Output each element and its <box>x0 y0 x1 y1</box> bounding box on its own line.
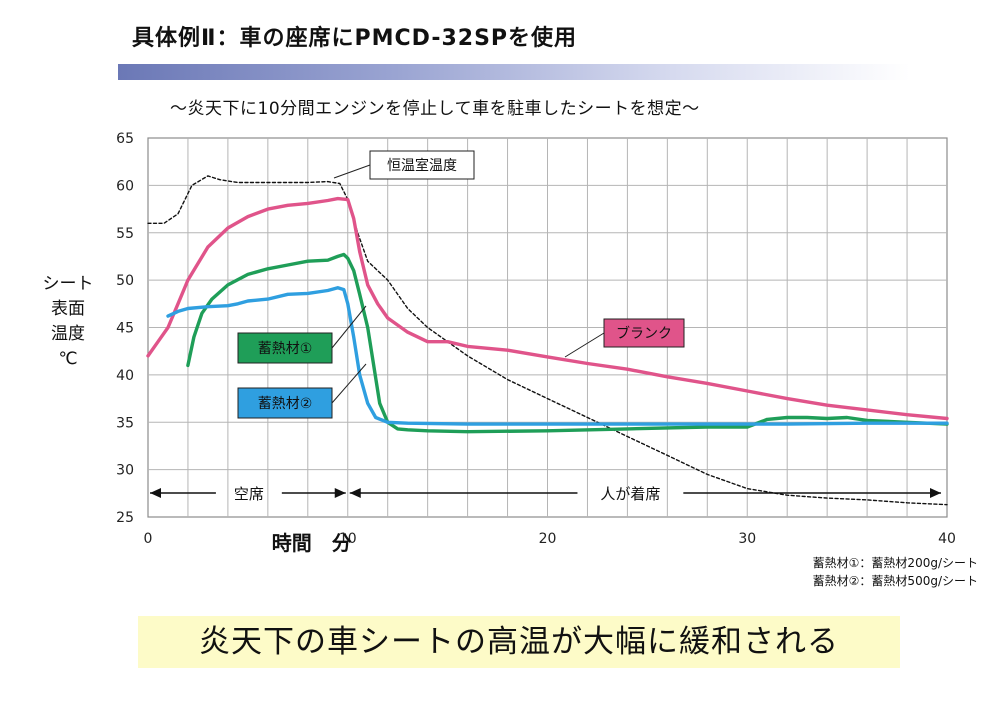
y-axis-label-line: シート <box>42 274 94 294</box>
x-tick-label: 0 <box>144 531 153 547</box>
room-temp-label-box <box>369 150 475 180</box>
pcm2-label-box <box>237 387 333 419</box>
note-pcm1: 蓄熱材①：蓄熱材200g/シート <box>812 556 978 570</box>
series-room-temp <box>147 175 948 506</box>
y-tick-label: 60 <box>116 178 134 194</box>
blank-label-box <box>603 318 685 348</box>
pcm1-label: 蓄熱材① <box>237 305 367 364</box>
legend-notes: 蓄熱材①：蓄熱材200g/シート 蓄熱材②：蓄熱材500g/シート <box>813 554 978 590</box>
y-tick-label: 50 <box>116 273 134 289</box>
blank-label-text: ブランク <box>616 325 672 342</box>
conclusion-banner: 炎天下の車シートの高温が大幅に緩和される <box>138 616 900 668</box>
y-tick-label: 45 <box>116 321 134 337</box>
x-tick-label: 30 <box>738 531 756 547</box>
arrowhead <box>334 488 346 498</box>
series-pcm1 <box>186 252 949 434</box>
arrowhead <box>150 488 161 498</box>
title-accent-band <box>118 64 910 80</box>
chart-grid <box>147 137 948 518</box>
y-tick-label: 65 <box>116 131 134 147</box>
y-tick-label: 30 <box>116 463 134 479</box>
room-temp-label-text: 恒温室温度 <box>387 157 457 174</box>
page-title: 具体例Ⅱ：車の座席にPMCD-32SPを使用 <box>132 26 578 51</box>
pcm2-label-leader <box>331 363 367 404</box>
x-tick-label: 10 <box>339 531 357 547</box>
room-temp-label-leader <box>333 164 371 179</box>
series-lines <box>146 175 949 506</box>
phase-empty-label: 空席 <box>234 485 264 503</box>
x-tick-label: 40 <box>938 531 956 547</box>
arrowhead <box>349 488 361 498</box>
arrowhead <box>930 488 942 498</box>
room-temp-label: 恒温室温度 <box>333 150 475 180</box>
blank-label: ブランク <box>564 318 685 358</box>
series-blank <box>146 196 949 421</box>
series-pcm2 <box>166 286 949 426</box>
y-axis-label: シート 表面 温度 ℃ <box>40 272 96 372</box>
blank-label-leader <box>564 332 605 358</box>
y-tick-label: 40 <box>116 368 134 384</box>
y-tick-label: 35 <box>116 415 134 431</box>
y-axis-label-line: 温度 <box>51 324 85 344</box>
y-tick-label: 55 <box>116 226 134 242</box>
y-axis-label-line: 表面 <box>51 299 85 319</box>
note-pcm2: 蓄熱材②：蓄熱材500g/シート <box>812 574 978 588</box>
x-axis-label: 時間 分 <box>272 531 352 555</box>
pcm2-label-text: 蓄熱材② <box>258 396 313 412</box>
chart-subtitle: ～炎天下に10分間エンジンを停止して車を駐車したシートを想定～ <box>170 99 700 119</box>
pcm2-label: 蓄熱材② <box>237 363 367 419</box>
axis-ticks: 25 30 35 40 45 50 55 60 65 0 10 20 30 40 時間 分 <box>116 131 956 555</box>
pcm1-label-box <box>237 332 333 364</box>
pcm1-label-leader <box>331 305 367 349</box>
phase-arrows: 空席 人が着席 <box>150 485 942 503</box>
y-tick-label: 25 <box>116 510 134 526</box>
pcm1-label-text: 蓄熱材① <box>258 341 313 357</box>
x-tick-label: 20 <box>539 531 557 547</box>
phase-seated-label: 人が着席 <box>600 485 660 503</box>
temperature-chart: 25 30 35 40 45 50 55 60 65 0 10 20 30 40 時間 分 恒温室温度ブラン… <box>116 131 956 555</box>
y-axis-label-line: ℃ <box>58 349 78 369</box>
